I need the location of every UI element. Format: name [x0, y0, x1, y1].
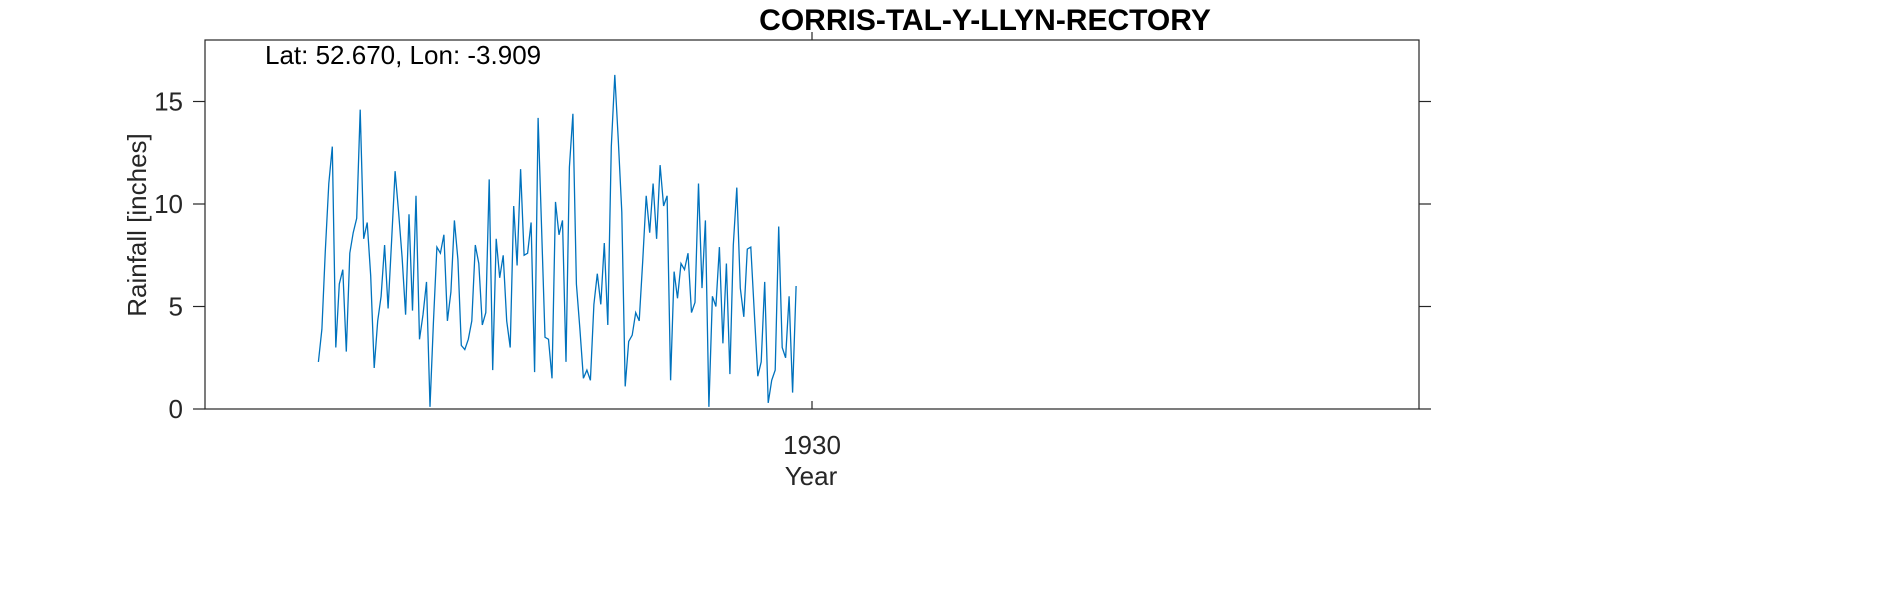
plot-frame [204, 39, 1420, 410]
y-tick-label: 15 [154, 87, 183, 117]
y-tick-label: 10 [154, 189, 183, 219]
location-annotation: Lat: 52.670, Lon: -3.909 [265, 40, 541, 70]
y-tick-label: 0 [169, 394, 183, 424]
chart-title: CORRIS-TAL-Y-LLYN-RECTORY [759, 4, 1211, 37]
x-axis-label: Year [785, 461, 838, 491]
y-axis-label: Rainfall [inches] [122, 133, 152, 317]
x-tick-label: 1930 [783, 430, 841, 460]
ticks [193, 32, 1431, 410]
y-tick-label: 5 [169, 292, 183, 322]
tick-labels: 0 5 10 15 1930 [154, 87, 841, 461]
rainfall-series-line [317, 74, 797, 407]
axes [204, 39, 1420, 410]
